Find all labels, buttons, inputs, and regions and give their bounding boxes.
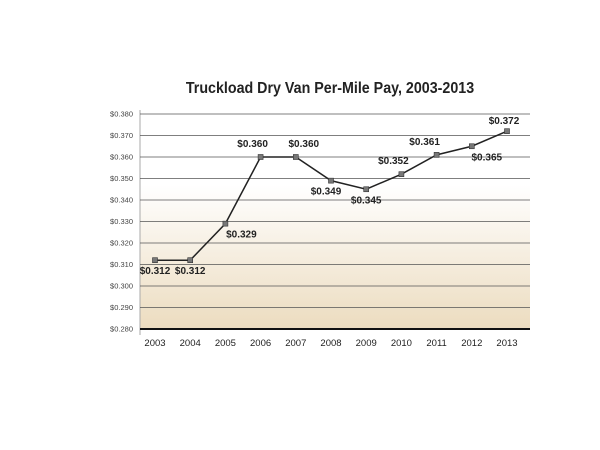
x-tick-label: 2011 [426,338,446,349]
data-label: $0.349 [311,187,342,198]
x-tick-label: 2013 [496,338,517,349]
x-tick-label: 2012 [461,338,482,349]
data-point [433,152,440,158]
y-tick-label: $0.380 [110,110,133,119]
y-tick-label: $0.360 [110,153,133,162]
x-tick-label: 2005 [215,338,236,349]
chart-title: Truckload Dry Van Per-Mile Pay, 2003-201… [185,80,475,97]
x-tick-label: 2009 [356,338,377,349]
data-point [363,186,370,193]
x-tick-label: 2007 [285,338,306,349]
data-point [187,257,193,264]
data-label: $0.361 [409,137,440,148]
data-point [504,128,510,134]
data-point [152,257,158,264]
data-point [398,171,405,177]
data-point [468,143,475,150]
y-tick-label: $0.320 [110,239,133,248]
data-label: $0.360 [237,139,268,150]
x-tick-label: 2006 [250,338,271,349]
data-point [257,154,264,160]
data-point [292,154,299,160]
data-label: $0.352 [378,156,409,167]
data-label: $0.372 [489,116,520,127]
data-label: $0.345 [351,195,382,206]
x-tick-label: 2004 [180,338,201,349]
data-label: $0.360 [289,139,320,150]
data-point [222,220,229,227]
y-tick-label: $0.310 [110,260,133,269]
y-tick-label: $0.330 [110,217,133,226]
data-label: $0.329 [226,230,257,241]
y-tick-label: $0.340 [110,196,133,205]
y-tick-label: $0.370 [110,131,133,140]
x-tick-label: 2008 [320,338,341,349]
y-tick-label: $0.280 [110,325,133,334]
x-tick-label: 2003 [144,338,165,349]
y-tick-label: $0.290 [110,303,133,312]
data-label: $0.312 [140,266,171,277]
data-label: $0.365 [472,152,503,163]
x-tick-label: 2010 [391,338,412,349]
y-tick-label: $0.350 [110,174,133,183]
data-point [328,177,334,184]
y-tick-label: $0.300 [110,282,133,291]
data-label: $0.312 [175,266,206,277]
